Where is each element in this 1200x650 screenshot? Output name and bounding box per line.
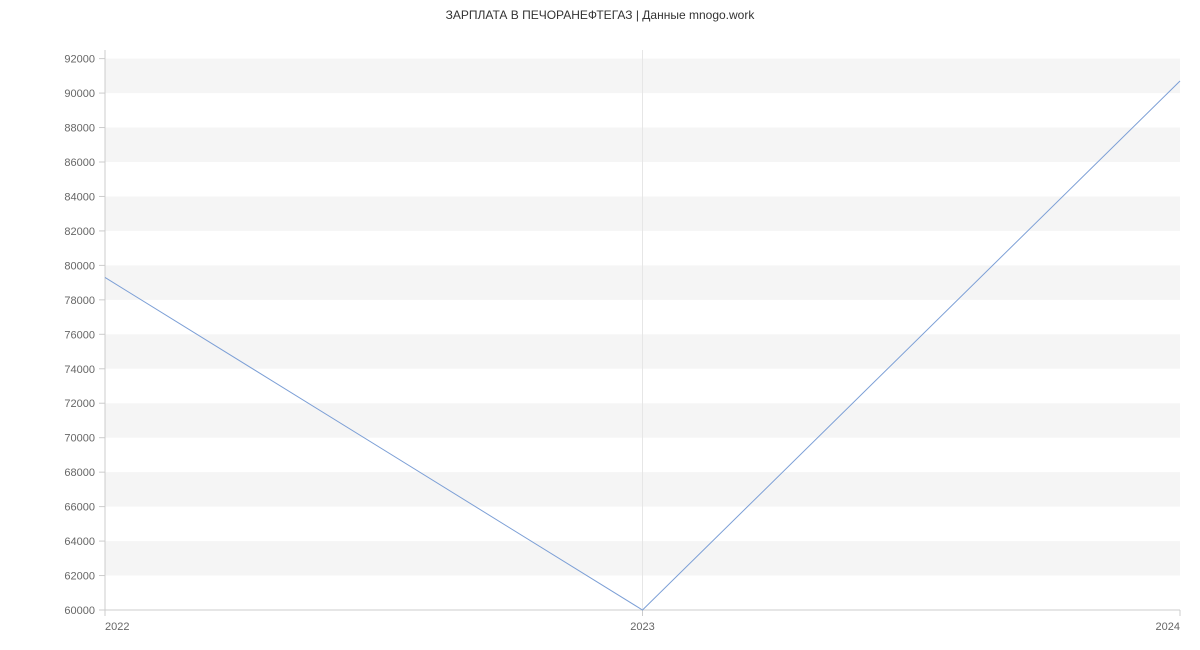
y-axis-tick-label: 84000: [64, 191, 95, 203]
y-axis-tick-label: 62000: [64, 571, 95, 583]
y-axis-tick-label: 86000: [64, 157, 95, 169]
y-axis-tick-label: 78000: [64, 295, 95, 307]
y-axis-tick-label: 72000: [64, 398, 95, 410]
y-axis-tick-label: 76000: [64, 329, 95, 341]
x-axis-tick-label: 2023: [630, 621, 654, 633]
x-axis-tick-label: 2024: [1156, 621, 1180, 633]
y-axis-tick-label: 92000: [64, 54, 95, 66]
y-axis-tick-label: 88000: [64, 123, 95, 135]
y-axis-tick-label: 70000: [64, 433, 95, 445]
x-axis-tick-label: 2022: [105, 621, 129, 633]
y-axis-tick-label: 74000: [64, 364, 95, 376]
y-axis-tick-label: 90000: [64, 88, 95, 100]
y-axis-tick-label: 64000: [64, 536, 95, 548]
y-axis-tick-label: 82000: [64, 226, 95, 238]
y-axis-tick-label: 66000: [64, 502, 95, 514]
chart-title: ЗАРПЛАТА В ПЕЧОРАНЕФТЕГАЗ | Данные mnogo…: [0, 8, 1200, 22]
y-axis-tick-label: 80000: [64, 260, 95, 272]
y-axis-tick-label: 60000: [64, 605, 95, 617]
y-axis-tick-label: 68000: [64, 467, 95, 479]
salary-line-chart: 60000 62000 64000 66000 68000 70000 72000 74000…: [0, 40, 1200, 640]
